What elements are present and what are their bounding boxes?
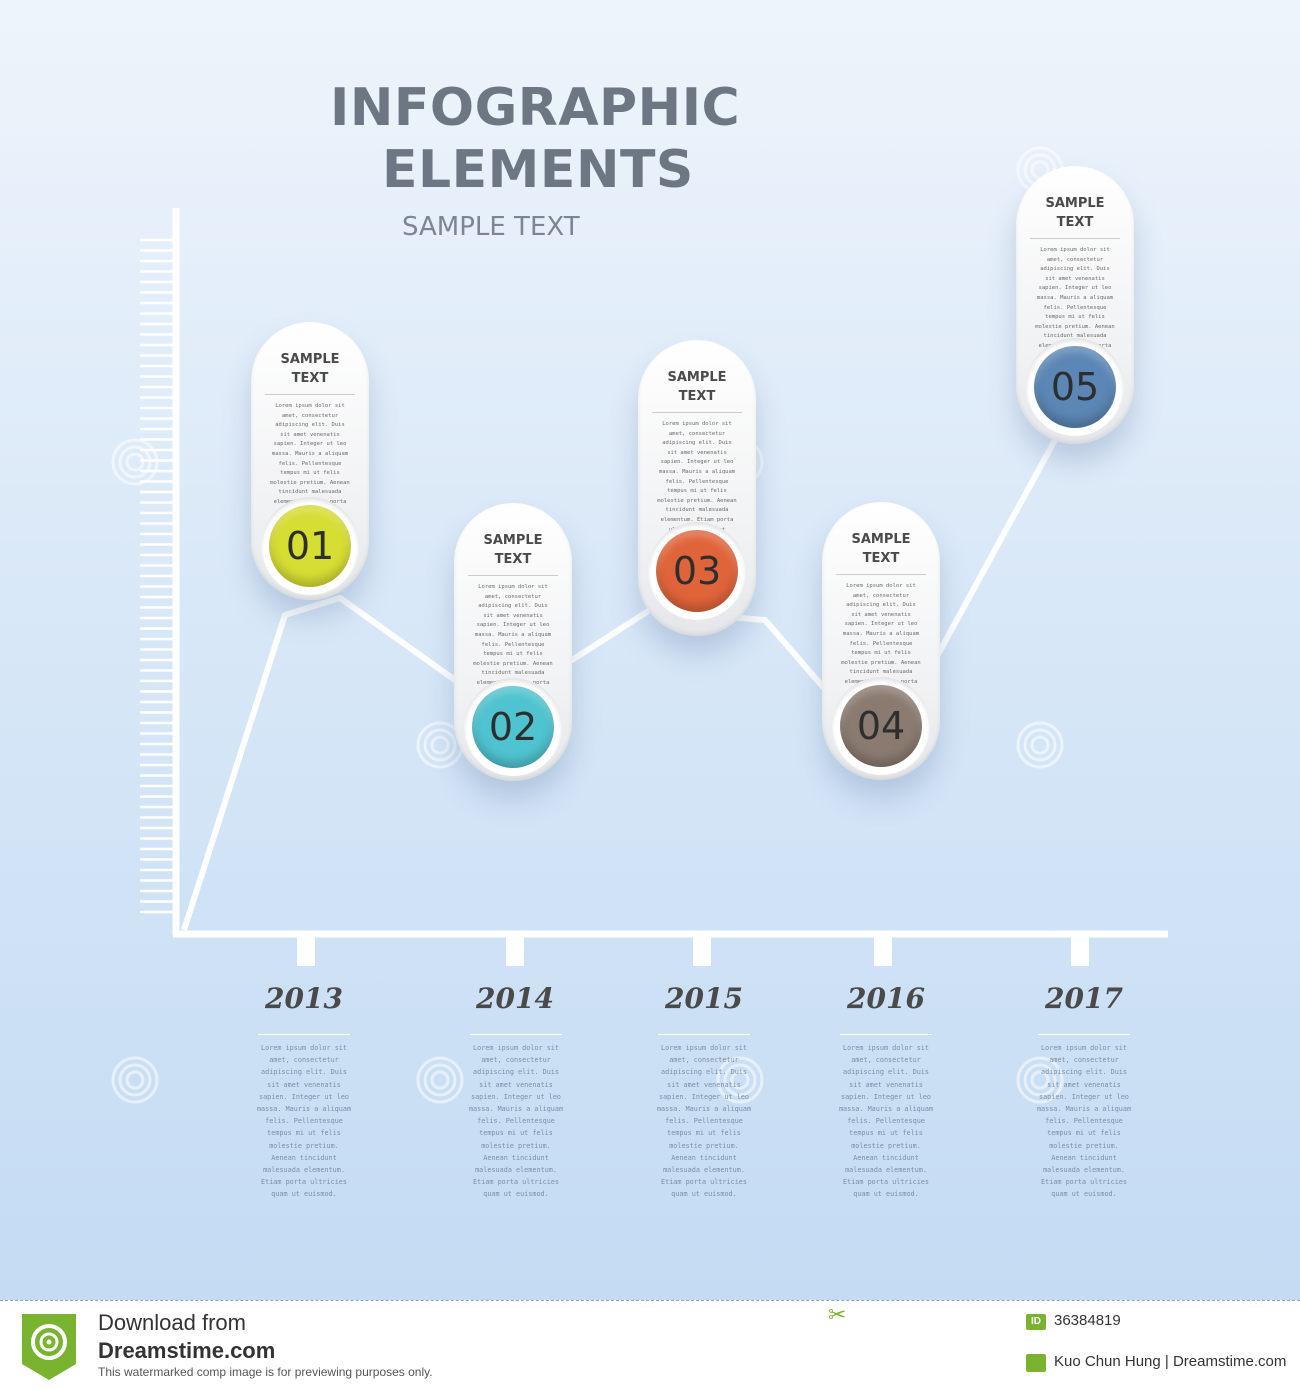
year-description: Lorem ipsum dolor sit amet, consectetur … xyxy=(838,1044,934,1199)
step-divider xyxy=(1030,238,1120,239)
year-description: Lorem ipsum dolor sit amet, consectetur … xyxy=(468,1044,564,1199)
step-divider xyxy=(652,412,742,413)
footer-bar: Download from Dreamstime.com This waterm… xyxy=(0,1300,1300,1390)
year-divider xyxy=(658,1034,750,1035)
step-number: 03 xyxy=(656,530,738,612)
title-line-1: INFOGRAPHIC xyxy=(330,78,741,138)
year-label: 2016 xyxy=(847,982,925,1015)
watermark-swirl-icon xyxy=(111,1056,159,1104)
author-credit[interactable]: Kuo Chun Hung | Dreamstime.com xyxy=(1054,1353,1287,1370)
title-line-2: ELEMENTS xyxy=(382,140,694,200)
x-axis-tick xyxy=(693,934,711,966)
step-heading: SAMPLE TEXT xyxy=(851,532,911,566)
step-card-04: SAMPLE TEXT Lorem ipsum dolor sit amet, … xyxy=(822,502,940,780)
x-axis-tick xyxy=(506,934,524,966)
year-description: Lorem ipsum dolor sit amet, consectetur … xyxy=(656,1044,752,1199)
watermark-note: This watermarked comp image is for previ… xyxy=(98,1365,433,1379)
year-divider xyxy=(1038,1034,1130,1035)
step-badge: 02 xyxy=(464,678,562,776)
step-heading: SAMPLE TEXT xyxy=(667,370,727,404)
step-heading: SAMPLE TEXT xyxy=(483,533,543,567)
step-divider xyxy=(468,575,558,576)
x-axis-tick xyxy=(874,934,892,966)
watermark-swirl-icon xyxy=(1016,721,1064,769)
step-heading: SAMPLE TEXT xyxy=(280,352,340,386)
watermark-swirl-icon xyxy=(716,1056,764,1104)
step-card-01: SAMPLE TEXT Lorem ipsum dolor sit amet, … xyxy=(251,322,369,600)
step-divider xyxy=(836,574,926,575)
author-icon xyxy=(1026,1354,1046,1372)
footer-divider xyxy=(0,1300,1300,1301)
subtitle: SAMPLE TEXT xyxy=(402,212,580,242)
step-card-03: SAMPLE TEXT Lorem ipsum dolor sit amet, … xyxy=(638,340,756,636)
dreamstime-logo-icon xyxy=(22,1314,76,1380)
year-label: 2013 xyxy=(265,982,343,1015)
step-badge: 01 xyxy=(261,497,359,595)
brand-name[interactable]: Dreamstime.com xyxy=(98,1338,276,1363)
x-axis-tick xyxy=(297,934,315,966)
year-description: Lorem ipsum dolor sit amet, consectetur … xyxy=(256,1044,352,1199)
year-divider xyxy=(258,1034,350,1035)
watermark-swirl-icon xyxy=(416,1056,464,1104)
year-label: 2017 xyxy=(1045,982,1123,1015)
step-card-05: SAMPLE TEXT Lorem ipsum dolor sit amet, … xyxy=(1016,166,1134,444)
year-divider xyxy=(470,1034,562,1035)
step-number: 05 xyxy=(1034,346,1116,428)
axis-layer xyxy=(140,208,1168,966)
x-axis-tick xyxy=(1071,934,1089,966)
step-number: 02 xyxy=(472,686,554,768)
scissors-icon: ✂ xyxy=(828,1302,847,1327)
year-divider xyxy=(840,1034,932,1035)
image-id: 36384819 xyxy=(1054,1312,1121,1329)
infographic-canvas: INFOGRAPHIC ELEMENTS SAMPLE TEXT SAMPLE … xyxy=(0,0,1300,1300)
step-badge: 03 xyxy=(648,522,746,620)
year-label: 2015 xyxy=(665,982,743,1015)
step-badge: 05 xyxy=(1026,338,1124,436)
step-number: 01 xyxy=(269,505,351,587)
step-divider xyxy=(265,394,355,395)
step-heading: SAMPLE TEXT xyxy=(1045,196,1105,230)
year-label: 2014 xyxy=(476,982,554,1015)
step-badge: 04 xyxy=(832,677,930,775)
step-number: 04 xyxy=(840,685,922,767)
year-description: Lorem ipsum dolor sit amet, consectetur … xyxy=(1036,1044,1132,1199)
watermark-swirl-icon xyxy=(111,438,159,486)
watermark-swirl-icon xyxy=(1016,1056,1064,1104)
download-label: Download from xyxy=(98,1310,246,1335)
id-badge: ID xyxy=(1026,1314,1046,1330)
step-card-02: SAMPLE TEXT Lorem ipsum dolor sit amet, … xyxy=(454,503,572,781)
